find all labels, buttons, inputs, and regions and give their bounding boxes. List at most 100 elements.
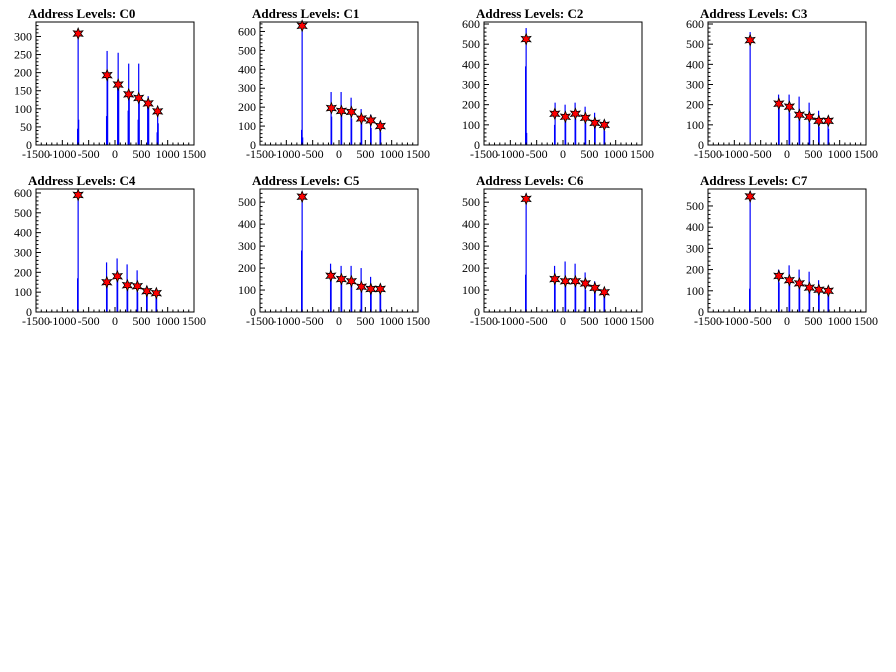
x-tick-label: 1500	[406, 314, 430, 328]
x-tick-label: 1000	[156, 147, 180, 161]
x-tick-label: 1500	[630, 314, 654, 328]
y-tick-label: 200	[238, 261, 256, 275]
peak-marker	[72, 188, 84, 202]
peak-marker	[296, 19, 308, 33]
y-tick-label: 300	[462, 78, 480, 92]
y-tick-label: 200	[686, 98, 704, 112]
x-tick-label: -500	[750, 147, 772, 161]
peak-marker	[111, 269, 124, 283]
x-tick-label: 1000	[828, 147, 852, 161]
peak-marker	[598, 285, 611, 299]
y-tick-label: 600	[462, 17, 480, 31]
peak-marker	[773, 97, 785, 111]
y-tick-label: 250	[14, 48, 32, 62]
x-tick-label: -1500	[694, 147, 722, 161]
chart-title: Address Levels: C7	[700, 173, 808, 188]
y-tick-label: 300	[238, 239, 256, 253]
peak-marker	[813, 283, 825, 297]
y-tick-label: 150	[14, 84, 32, 98]
x-tick-label: 1000	[380, 147, 404, 161]
chart-panel-2: Address Levels: C2-1500-1000 -500 0 500 1000…	[462, 6, 654, 161]
peak-marker	[783, 100, 796, 114]
x-tick-label: -1000	[720, 314, 748, 328]
x-tick-label: 0	[560, 147, 566, 161]
x-tick-label: -1000	[496, 314, 524, 328]
y-tick-label: 200	[14, 66, 32, 80]
x-tick-label: 0	[784, 314, 790, 328]
peak-marker	[345, 105, 358, 119]
y-tick-label: 400	[238, 62, 256, 76]
y-tick-label: 400	[462, 57, 480, 71]
x-tick-label: 1500	[182, 147, 206, 161]
x-tick-label: -1500	[22, 314, 50, 328]
x-tick-label: -1000	[720, 147, 748, 161]
y-tick-label: 600	[686, 17, 704, 31]
peak-marker	[133, 91, 145, 105]
x-tick-label: 1000	[156, 314, 180, 328]
y-tick-label: 200	[462, 98, 480, 112]
plot-frame	[259, 188, 419, 313]
x-tick-label: -1500	[694, 314, 722, 328]
x-tick-label: 0	[112, 147, 118, 161]
x-tick-label: 1000	[380, 314, 404, 328]
x-tick-label: 0	[336, 314, 342, 328]
x-tick-label: 0	[784, 147, 790, 161]
x-tick-label: 1500	[854, 314, 878, 328]
y-tick-label: 500	[238, 43, 256, 57]
peak-marker	[744, 189, 756, 203]
plot-frame	[483, 188, 643, 313]
y-tick-label: 50	[20, 120, 32, 134]
y-tick-label: 500	[686, 199, 704, 213]
peak-marker	[520, 32, 532, 46]
peak-marker	[589, 116, 601, 130]
y-tick-label: 0	[250, 138, 256, 152]
peak-marker	[744, 33, 756, 47]
chart-panel-6: Address Levels: C6-1500-1000 -500 0 500 1000…	[462, 173, 654, 328]
y-tick-label: 200	[14, 265, 32, 279]
chart-panel-0: Address Levels: C0-1500-1000 -500 0 500 1000…	[14, 6, 206, 161]
x-tick-label: 500	[804, 147, 822, 161]
peak-marker	[335, 272, 348, 286]
x-tick-label: -500	[302, 147, 324, 161]
peak-marker	[345, 274, 358, 288]
peak-marker	[374, 282, 387, 296]
peak-marker	[803, 110, 816, 124]
y-tick-label: 500	[14, 206, 32, 220]
x-tick-label: 500	[132, 314, 150, 328]
y-tick-label: 200	[238, 100, 256, 114]
x-tick-label: -500	[526, 147, 548, 161]
y-tick-label: 0	[474, 138, 480, 152]
y-tick-label: 200	[686, 263, 704, 277]
peak-marker	[355, 280, 368, 294]
peak-marker	[813, 114, 825, 128]
x-tick-label: 1000	[828, 314, 852, 328]
x-tick-label: -1000	[496, 147, 524, 161]
peak-marker	[773, 269, 785, 283]
x-tick-label: 1000	[604, 147, 628, 161]
y-tick-label: 100	[462, 283, 480, 297]
y-tick-label: 600	[238, 24, 256, 38]
y-tick-label: 300	[462, 239, 480, 253]
y-tick-label: 500	[462, 37, 480, 51]
x-tick-label: 0	[560, 314, 566, 328]
x-tick-label: 1500	[406, 147, 430, 161]
chart-title: Address Levels: C0	[28, 6, 135, 21]
x-tick-label: -500	[78, 314, 100, 328]
x-tick-label: 1500	[182, 314, 206, 328]
peak-marker	[325, 269, 337, 283]
peak-marker	[335, 104, 348, 118]
peak-marker	[803, 281, 816, 295]
peak-marker	[296, 190, 308, 204]
peak-marker	[520, 192, 532, 206]
y-tick-label: 100	[14, 102, 32, 116]
y-tick-label: 500	[238, 195, 256, 209]
chart-panel-3: Address Levels: C3-1500-1000 -500 0 500 1000…	[686, 6, 878, 161]
x-tick-label: -500	[302, 314, 324, 328]
chart-panel-7: Address Levels: C7-1500-1000 -500 0 500 1000…	[686, 173, 878, 328]
plot-frame	[707, 21, 867, 146]
x-tick-label: -1500	[22, 147, 50, 161]
y-tick-label: 100	[462, 118, 480, 132]
x-tick-label: 500	[580, 314, 598, 328]
peak-marker	[151, 104, 164, 118]
